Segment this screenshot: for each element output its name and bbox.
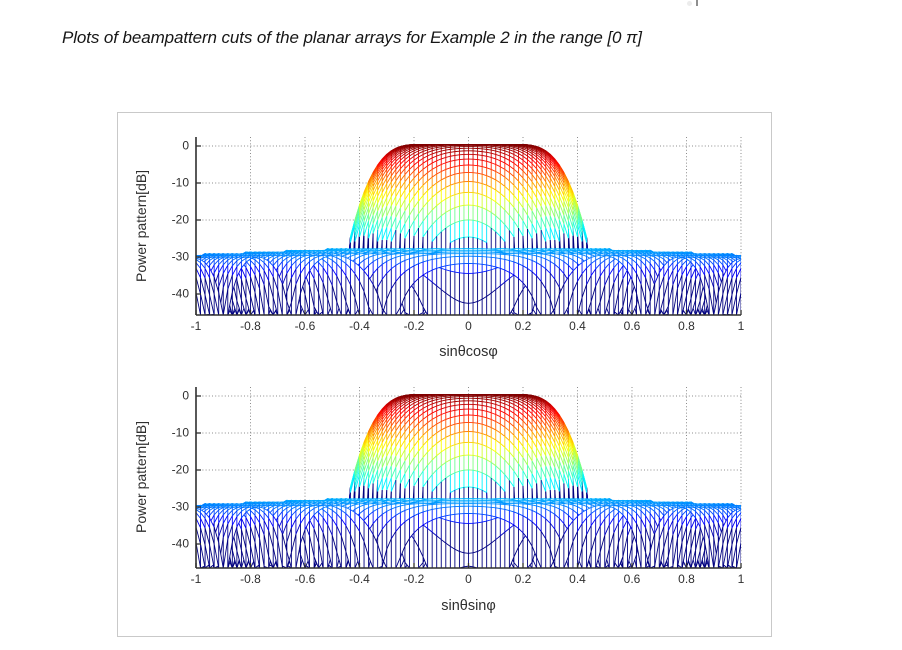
beampattern-canvas-bottom <box>118 374 769 635</box>
x-axis-label-bottom: sinθsinφ <box>441 598 496 614</box>
beampattern-canvas-top <box>118 113 769 374</box>
y-axis-label-top: Power pattern[dB] <box>133 169 149 283</box>
x-axis-label-top: sinθcosφ <box>439 344 498 360</box>
cropped-ui-artifact-mark <box>696 0 698 6</box>
beampattern-plot-sintheta-sinphi: Power pattern[dB] sinθsinφ <box>118 374 769 635</box>
beampattern-plot-sintheta-cosphi: Power pattern[dB] sinθcosφ <box>118 113 769 374</box>
cropped-ui-artifact-dot <box>687 1 692 6</box>
figure-caption-title: Plots of beampattern cuts of the planar … <box>62 28 642 47</box>
figure-panel: Power pattern[dB] sinθcosφ Power pattern… <box>117 112 772 637</box>
y-axis-label-bottom: Power pattern[dB] <box>133 420 149 534</box>
